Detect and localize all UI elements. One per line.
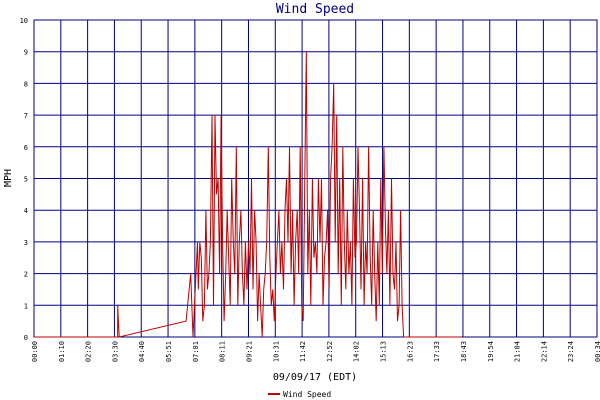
x-tick-label: 04:40 xyxy=(138,341,146,362)
x-tick-label: 10:31 xyxy=(272,341,280,362)
y-tick-label: 8 xyxy=(24,80,28,88)
y-tick-label: 1 xyxy=(24,302,28,310)
x-tick-label: 09:21 xyxy=(245,341,253,362)
x-tick-label: 22:14 xyxy=(540,341,548,362)
y-tick-label: 9 xyxy=(24,49,28,57)
x-tick-label: 02:20 xyxy=(85,341,93,362)
x-tick-label: 01:10 xyxy=(58,341,66,362)
y-axis-label: MPH xyxy=(3,169,14,187)
chart-title: Wind Speed xyxy=(276,2,354,17)
y-tick-label: 4 xyxy=(24,207,28,215)
x-tick-label: 05:51 xyxy=(165,341,173,362)
x-tick-label: 08:11 xyxy=(219,341,227,362)
y-tick-label: 7 xyxy=(24,112,28,120)
y-tick-label: 5 xyxy=(24,176,28,184)
y-tick-label: 6 xyxy=(24,144,28,152)
x-tick-label: 14:02 xyxy=(353,341,361,362)
y-tick-label: 10 xyxy=(20,17,28,25)
y-tick-label: 3 xyxy=(24,239,28,247)
x-tick-label: 03:30 xyxy=(111,341,119,362)
x-tick-label: 21:04 xyxy=(514,341,522,362)
x-tick-label: 17:33 xyxy=(433,341,441,362)
x-tick-label: 19:54 xyxy=(487,341,495,362)
x-tick-label: 15:13 xyxy=(380,341,388,362)
x-tick-labels: 00:00 01:10 02:20 03:30 04:40 05:51 07:01 08:11… xyxy=(31,341,600,362)
series-wind-speed xyxy=(34,51,462,338)
x-tick-label: 07:01 xyxy=(192,341,200,362)
x-tick-label: 11:42 xyxy=(299,341,307,362)
legend-label: Wind Speed xyxy=(283,390,331,399)
x-tick-label: 00:34 xyxy=(594,341,600,362)
y-tick-labels: 0 1 2 3 4 5 6 7 8 9 10 xyxy=(20,17,28,342)
x-tick-label: 00:00 xyxy=(31,341,39,362)
series-line xyxy=(34,51,462,338)
x-tick-label: 16:23 xyxy=(406,341,414,362)
y-tick-label: 0 xyxy=(24,334,28,342)
x-tick-label: 12:52 xyxy=(326,341,334,362)
legend: Wind Speed xyxy=(268,390,331,399)
x-axis-label: 09/09/17 (EDT) xyxy=(273,372,357,383)
x-tick-label: 18:43 xyxy=(460,341,468,362)
y-tick-label: 2 xyxy=(24,271,28,279)
x-tick-label: 23:24 xyxy=(567,341,575,362)
